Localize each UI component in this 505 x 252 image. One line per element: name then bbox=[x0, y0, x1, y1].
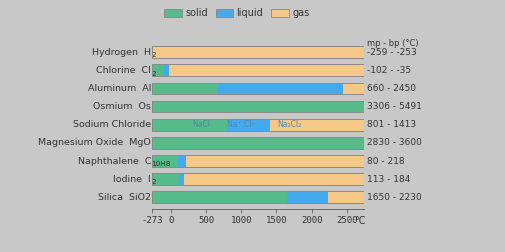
Bar bbox=[152, 119, 227, 131]
Bar bbox=[152, 192, 364, 203]
Bar bbox=[152, 119, 364, 131]
Bar bbox=[152, 64, 364, 76]
Text: Silica  SiO2: Silica SiO2 bbox=[98, 193, 151, 202]
Bar bbox=[152, 173, 179, 185]
Bar bbox=[152, 101, 364, 112]
Text: Hydrogen  H: Hydrogen H bbox=[92, 48, 151, 57]
Bar bbox=[152, 137, 364, 149]
Text: -259 - -253: -259 - -253 bbox=[367, 48, 416, 57]
Text: Aluminum  Al: Aluminum Al bbox=[88, 84, 151, 93]
Text: Na⁺ Cl⁻: Na⁺ Cl⁻ bbox=[227, 120, 255, 129]
Text: 2: 2 bbox=[151, 71, 156, 77]
Bar bbox=[152, 137, 364, 149]
Text: 80 - 218: 80 - 218 bbox=[367, 156, 404, 166]
Bar bbox=[152, 101, 402, 112]
Bar bbox=[217, 83, 342, 94]
Text: Sodium Chloride: Sodium Chloride bbox=[73, 120, 151, 129]
Bar bbox=[152, 137, 369, 149]
Bar bbox=[152, 173, 364, 185]
Bar bbox=[152, 64, 164, 76]
Text: 801 - 1413: 801 - 1413 bbox=[367, 120, 416, 129]
Text: Chlorine  Cl: Chlorine Cl bbox=[96, 66, 151, 75]
Bar bbox=[152, 46, 364, 58]
Text: 113 - 184: 113 - 184 bbox=[367, 175, 410, 184]
Bar bbox=[152, 83, 364, 94]
Bar bbox=[179, 173, 183, 185]
Text: Magnesium Oxide  MgO: Magnesium Oxide MgO bbox=[38, 138, 151, 147]
Text: 2830 - 3600: 2830 - 3600 bbox=[367, 138, 421, 147]
Bar bbox=[152, 137, 364, 149]
Bar bbox=[152, 101, 364, 112]
Bar bbox=[152, 119, 364, 131]
Text: mp - bp (°C): mp - bp (°C) bbox=[367, 39, 418, 48]
Text: Naphthalene  C: Naphthalene C bbox=[78, 156, 151, 166]
Text: Osmium  Os: Osmium Os bbox=[93, 102, 151, 111]
Bar bbox=[152, 64, 364, 76]
Text: -102 - -35: -102 - -35 bbox=[367, 66, 411, 75]
Bar bbox=[152, 83, 217, 94]
Text: 2: 2 bbox=[151, 52, 156, 58]
Text: NaCl: NaCl bbox=[192, 120, 210, 129]
Bar bbox=[176, 155, 186, 167]
Text: °C: °C bbox=[353, 216, 365, 226]
Text: Na₂Cl₂: Na₂Cl₂ bbox=[276, 120, 300, 129]
Bar bbox=[152, 192, 286, 203]
Bar bbox=[152, 46, 364, 58]
Bar bbox=[152, 155, 176, 167]
Bar bbox=[164, 64, 168, 76]
Bar bbox=[227, 119, 270, 131]
Text: Iodine  I: Iodine I bbox=[113, 175, 151, 184]
Bar bbox=[286, 192, 327, 203]
Bar bbox=[152, 192, 364, 203]
Bar bbox=[152, 83, 364, 94]
Text: 3306 - 5491: 3306 - 5491 bbox=[367, 102, 421, 111]
Bar bbox=[152, 101, 364, 112]
Text: 1650 - 2230: 1650 - 2230 bbox=[367, 193, 421, 202]
Bar bbox=[152, 155, 364, 167]
Bar bbox=[152, 46, 153, 58]
Text: 2: 2 bbox=[151, 179, 156, 185]
Text: 660 - 2450: 660 - 2450 bbox=[367, 84, 415, 93]
Bar bbox=[152, 155, 364, 167]
Bar bbox=[152, 173, 364, 185]
Text: 10H8: 10H8 bbox=[151, 161, 170, 167]
Legend: solid, liquid, gas: solid, liquid, gas bbox=[164, 8, 309, 18]
